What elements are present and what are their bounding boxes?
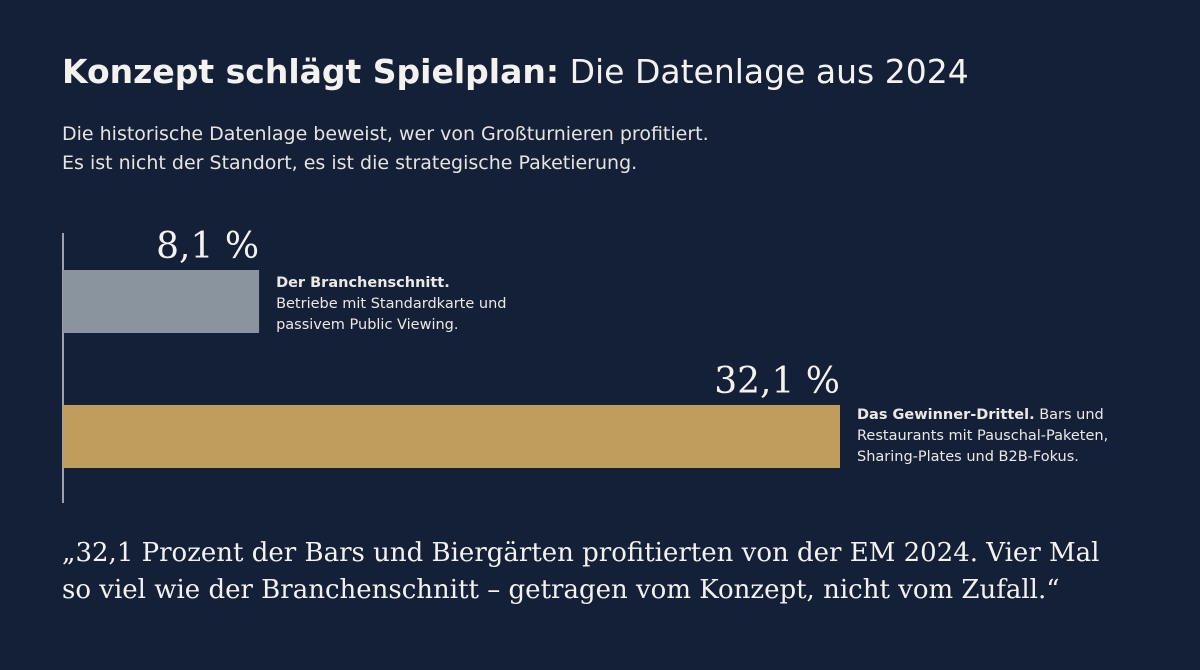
page-title: Konzept schlägt Spielplan: Die Datenlage… [62,52,969,92]
value-label-gewinner-drittel: 32,1 % [714,361,840,402]
description-line-1-rest: Bars und [1034,407,1104,423]
description-line-2: Betriebe mit Standardkarte und [276,296,507,312]
description-lead: Der Branchenschnitt. [276,275,450,291]
description-lead: Das Gewinner-Drittel. [857,407,1035,423]
description-line-3: Sharing-Plates und B2B-Fokus. [857,449,1079,465]
page-title-bold: Konzept schlägt Spielplan: [62,52,560,91]
quote-line-2: so viel wie der Branchenschnitt – getrag… [62,575,1060,605]
description-branchenschnitt: Der Branchenschnitt. Betriebe mit Standa… [276,273,506,336]
value-label-branchenschnitt: 8,1 % [156,226,259,267]
subtitle-line-1: Die historische Datenlage beweist, wer v… [62,123,709,145]
description-line-1: Das Gewinner-Drittel. Bars und [857,405,1108,426]
description-line-1: Der Branchenschnitt. [276,273,506,294]
description-line-2: Restaurants mit Pauschal-Paketen, [857,428,1109,444]
quote-line-1: „32,1 Prozent der Bars und Biergärten pr… [62,538,1100,568]
bar-gewinner-drittel [63,405,840,468]
subtitle-line-2: Es ist nicht der Standort, es ist die st… [62,152,638,174]
description-gewinner-drittel: Das Gewinner-Drittel. Bars und Restauran… [857,405,1108,468]
page-subtitle: Die historische Datenlage beweist, wer v… [62,120,709,178]
page-title-rest: Die Datenlage aus 2024 [569,52,969,91]
bar-branchenschnitt [63,270,260,333]
description-line-3: passivem Public Viewing. [276,317,459,333]
pull-quote: „32,1 Prozent der Bars und Biergärten pr… [62,535,1099,609]
